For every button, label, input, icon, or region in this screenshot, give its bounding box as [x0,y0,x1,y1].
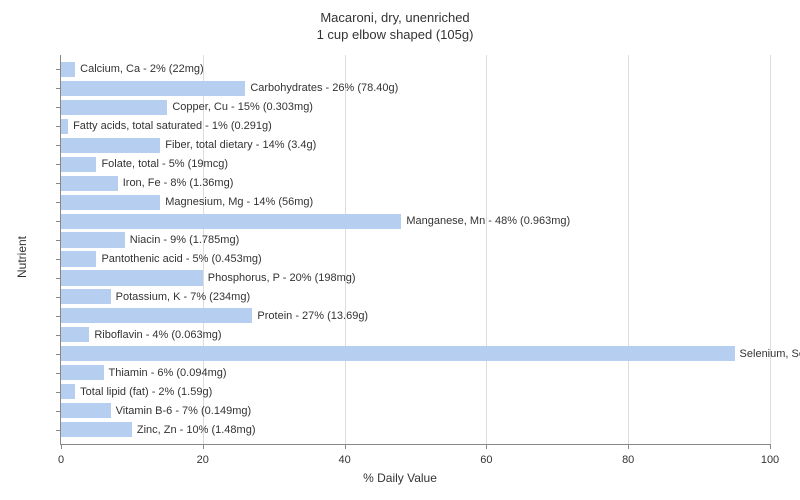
bar [61,195,160,210]
bar-row: Protein - 27% (13.69g) [61,306,770,325]
bar-label: Zinc, Zn - 10% (1.48mg) [132,424,256,436]
x-tick [486,444,487,449]
title-line-2: 1 cup elbow shaped (105g) [10,27,780,44]
x-tick-label: 60 [480,454,492,466]
bar [61,119,68,134]
bar [61,214,401,229]
bar-row: Fiber, total dietary - 14% (3.4g) [61,136,770,155]
title-line-1: Macaroni, dry, unenriched [10,10,780,27]
bar-label: Total lipid (fat) - 2% (1.59g) [75,386,212,398]
bar-row: Calcium, Ca - 2% (22mg) [61,60,770,79]
bar-label: Fatty acids, total saturated - 1% (0.291… [68,120,272,132]
bar-row: Folate, total - 5% (19mcg) [61,155,770,174]
x-axis-label: % Daily Value [363,471,437,485]
bar-label: Protein - 27% (13.69g) [252,310,368,322]
bar-label: Potassium, K - 7% (234mg) [111,291,251,303]
x-tick-label: 100 [761,454,779,466]
bar [61,251,96,266]
bar [61,138,160,153]
bar [61,346,735,361]
bar-row: Iron, Fe - 8% (1.36mg) [61,174,770,193]
bar [61,308,252,323]
x-tick [203,444,204,449]
bar [61,157,96,172]
bar-label: Carbohydrates - 26% (78.40g) [245,82,398,94]
bar-label: Copper, Cu - 15% (0.303mg) [167,101,313,113]
bar [61,289,111,304]
bar-label: Vitamin B-6 - 7% (0.149mg) [111,405,252,417]
bar-row: Vitamin B-6 - 7% (0.149mg) [61,401,770,420]
bar-row: Riboflavin - 4% (0.063mg) [61,325,770,344]
bar [61,365,104,380]
chart-container: Macaroni, dry, unenriched 1 cup elbow sh… [0,0,800,500]
bar-label: Riboflavin - 4% (0.063mg) [89,329,221,341]
bar-row: Potassium, K - 7% (234mg) [61,287,770,306]
bar-label: Niacin - 9% (1.785mg) [125,234,239,246]
bar-label: Calcium, Ca - 2% (22mg) [75,63,203,75]
bar-row: Zinc, Zn - 10% (1.48mg) [61,420,770,439]
grid-line [770,55,771,444]
bar-label: Magnesium, Mg - 14% (56mg) [160,196,313,208]
bar-row: Copper, Cu - 15% (0.303mg) [61,98,770,117]
bar [61,81,245,96]
bar-label: Selenium, Se - 95% (66.4mcg) [735,348,800,360]
bar-row: Phosphorus, P - 20% (198mg) [61,268,770,287]
bar-row: Manganese, Mn - 48% (0.963mg) [61,212,770,231]
bar [61,403,111,418]
bar [61,327,89,342]
bar-label: Folate, total - 5% (19mcg) [96,158,228,170]
bar-label: Fiber, total dietary - 14% (3.4g) [160,139,316,151]
x-tick-label: 80 [622,454,634,466]
bar-row: Carbohydrates - 26% (78.40g) [61,79,770,98]
bar [61,384,75,399]
bars-group: Calcium, Ca - 2% (22mg) Carbohydrates - 2… [61,60,770,439]
bar-label: Thiamin - 6% (0.094mg) [104,367,227,379]
x-tick [61,444,62,449]
bar [61,100,167,115]
bar [61,270,203,285]
x-tick [345,444,346,449]
bar-row: Niacin - 9% (1.785mg) [61,231,770,250]
chart-title: Macaroni, dry, unenriched 1 cup elbow sh… [10,10,780,44]
x-tick [770,444,771,449]
bar-label: Manganese, Mn - 48% (0.963mg) [401,215,570,227]
x-tick-label: 40 [338,454,350,466]
x-tick [628,444,629,449]
bar-label: Pantothenic acid - 5% (0.453mg) [96,253,261,265]
bar-row: Selenium, Se - 95% (66.4mcg) [61,344,770,363]
bar-row: Pantothenic acid - 5% (0.453mg) [61,250,770,269]
bar-row: Magnesium, Mg - 14% (56mg) [61,193,770,212]
x-tick-label: 20 [197,454,209,466]
bar-row: Thiamin - 6% (0.094mg) [61,363,770,382]
y-axis-label: Nutrient [15,236,29,278]
bar [61,176,118,191]
bar [61,62,75,77]
plot-area: 020406080100 Calcium, Ca - 2% (22mg)Carb… [60,55,770,445]
bar-row: Fatty acids, total saturated - 1% (0.291… [61,117,770,136]
x-tick-label: 0 [58,454,64,466]
bar-label: Phosphorus, P - 20% (198mg) [203,272,356,284]
bar [61,232,125,247]
bar [61,422,132,437]
bar-row: Total lipid (fat) - 2% (1.59g) [61,382,770,401]
bar-label: Iron, Fe - 8% (1.36mg) [118,177,234,189]
